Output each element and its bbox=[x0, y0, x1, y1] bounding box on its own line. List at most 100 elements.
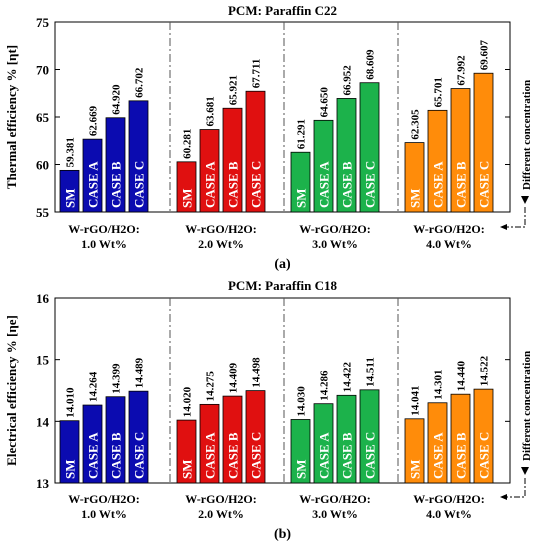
side-note-connector bbox=[505, 207, 526, 228]
left-arrow-icon bbox=[500, 494, 507, 500]
bar-1-4 bbox=[128, 390, 149, 484]
group-label-line1: W-rGO/H2O: bbox=[185, 222, 257, 236]
side-note-connector bbox=[505, 478, 526, 498]
bar-3-1 bbox=[290, 151, 311, 213]
bar-3-3 bbox=[336, 98, 357, 213]
bar-4-3 bbox=[450, 88, 471, 213]
y-tick-label: 14 bbox=[36, 414, 50, 429]
bar-1-2 bbox=[82, 138, 103, 213]
bar-4-4 bbox=[473, 388, 494, 484]
y-axis-label: Thermal efficiency % [ηt] bbox=[4, 45, 19, 189]
bar-2-4 bbox=[245, 90, 266, 213]
bar-3-1 bbox=[290, 419, 311, 484]
left-arrow-icon bbox=[500, 224, 507, 230]
bar-2-1 bbox=[176, 161, 197, 213]
case-label: CASE A bbox=[86, 161, 101, 208]
chart-title: PCM: Paraffin C18 bbox=[228, 278, 338, 293]
data-label: 66.702 bbox=[134, 67, 146, 98]
group-label-line2: 1.0 Wt% bbox=[81, 237, 127, 251]
chart-title: PCM: Paraffin C22 bbox=[228, 3, 337, 18]
data-label: 67.992 bbox=[456, 55, 468, 86]
data-label: 14.275 bbox=[205, 371, 217, 402]
panel-caption: (b) bbox=[274, 527, 291, 542]
y-tick-label: 70 bbox=[36, 63, 49, 78]
bar-3-2 bbox=[313, 119, 334, 213]
plot-frame bbox=[54, 297, 511, 484]
case-label: SM bbox=[294, 460, 309, 480]
data-label: 66.952 bbox=[342, 65, 354, 96]
data-label: 61.291 bbox=[296, 119, 308, 149]
up-arrow-icon bbox=[521, 196, 529, 204]
bar-2-4 bbox=[245, 390, 266, 484]
group-label-line1: W-rGO/H2O: bbox=[185, 492, 257, 506]
case-label: CASE C bbox=[249, 432, 264, 479]
data-label: 65.701 bbox=[433, 77, 445, 107]
data-label: 14.041 bbox=[410, 386, 422, 416]
y-tick-label: 75 bbox=[36, 15, 50, 30]
case-label: SM bbox=[408, 189, 423, 209]
y-axis-label: Electrical efficiency % [ηe] bbox=[4, 315, 19, 466]
case-label: SM bbox=[63, 189, 78, 209]
case-label: CASE C bbox=[249, 161, 264, 208]
data-label: 63.681 bbox=[205, 96, 217, 126]
case-label: CASE B bbox=[226, 432, 241, 479]
bar-1-3 bbox=[105, 117, 126, 213]
case-label: SM bbox=[63, 460, 78, 480]
data-label: 62.305 bbox=[410, 109, 422, 140]
group-label-line1: W-rGO/H2O: bbox=[299, 222, 371, 236]
case-label: CASE A bbox=[317, 161, 332, 208]
case-label: SM bbox=[180, 460, 195, 480]
group-label-line1: W-rGO/H2O: bbox=[299, 492, 371, 506]
group-label-line2: 2.0 Wt% bbox=[198, 237, 244, 251]
bar-2-3 bbox=[222, 107, 243, 213]
group-label-line1: W-rGO/H2O: bbox=[413, 222, 485, 236]
y-tick-label: 16 bbox=[36, 291, 50, 306]
data-label: 14.010 bbox=[65, 387, 77, 418]
case-label: CASE A bbox=[203, 161, 218, 208]
bar-3-3 bbox=[336, 394, 357, 484]
case-label: CASE C bbox=[363, 161, 378, 208]
data-label: 69.607 bbox=[479, 39, 491, 70]
data-label: 14.301 bbox=[433, 370, 445, 400]
data-label: 67.711 bbox=[251, 59, 263, 89]
data-label: 59.381 bbox=[65, 137, 77, 167]
bar-2-2 bbox=[199, 403, 220, 484]
bar-2-2 bbox=[199, 129, 220, 213]
side-note-text: Different concentration bbox=[521, 351, 533, 461]
group-label-line2: 2.0 Wt% bbox=[198, 507, 244, 521]
data-label: 14.422 bbox=[342, 362, 354, 393]
y-tick-label: 65 bbox=[36, 110, 50, 125]
case-label: SM bbox=[408, 460, 423, 480]
group-label-line2: 3.0 Wt% bbox=[312, 507, 358, 521]
bar-4-1 bbox=[404, 418, 425, 484]
bar-1-1 bbox=[59, 169, 80, 213]
case-label: CASE B bbox=[340, 161, 355, 208]
side-note-text: Different concentration bbox=[521, 80, 533, 190]
bar-4-1 bbox=[404, 142, 425, 213]
data-label: 65.921 bbox=[228, 75, 240, 105]
chart-panel-b: PCM: Paraffin C18 13 14 15 16 Electrical effi… bbox=[4, 278, 533, 542]
group-label-line2: 4.0 Wt% bbox=[426, 507, 472, 521]
bar-3-4 bbox=[359, 389, 380, 484]
case-label: CASE B bbox=[226, 161, 241, 208]
data-label: 14.409 bbox=[228, 362, 240, 393]
case-label: CASE A bbox=[317, 432, 332, 479]
panel-caption: (a) bbox=[274, 257, 291, 272]
data-label: 64.920 bbox=[111, 84, 123, 115]
group-label-line1: W-rGO/H2O: bbox=[413, 492, 485, 506]
chart-panel-a: PCM: Paraffin C22 55 60 65 70 75 Thermal effic… bbox=[4, 3, 533, 272]
data-label: 14.020 bbox=[182, 386, 194, 417]
data-label: 14.511 bbox=[365, 357, 377, 387]
y-tick-label: 60 bbox=[36, 158, 49, 173]
case-label: CASE A bbox=[203, 432, 218, 479]
data-label: 14.399 bbox=[111, 363, 123, 394]
case-label: CASE C bbox=[477, 161, 492, 208]
bar-2-1 bbox=[176, 419, 197, 484]
bar-3-2 bbox=[313, 403, 334, 484]
y-tick-label: 13 bbox=[36, 476, 50, 491]
bar-1-1 bbox=[59, 420, 80, 484]
case-label: CASE B bbox=[454, 432, 469, 479]
data-label: 14.286 bbox=[319, 370, 331, 401]
data-label: 14.498 bbox=[251, 357, 263, 388]
